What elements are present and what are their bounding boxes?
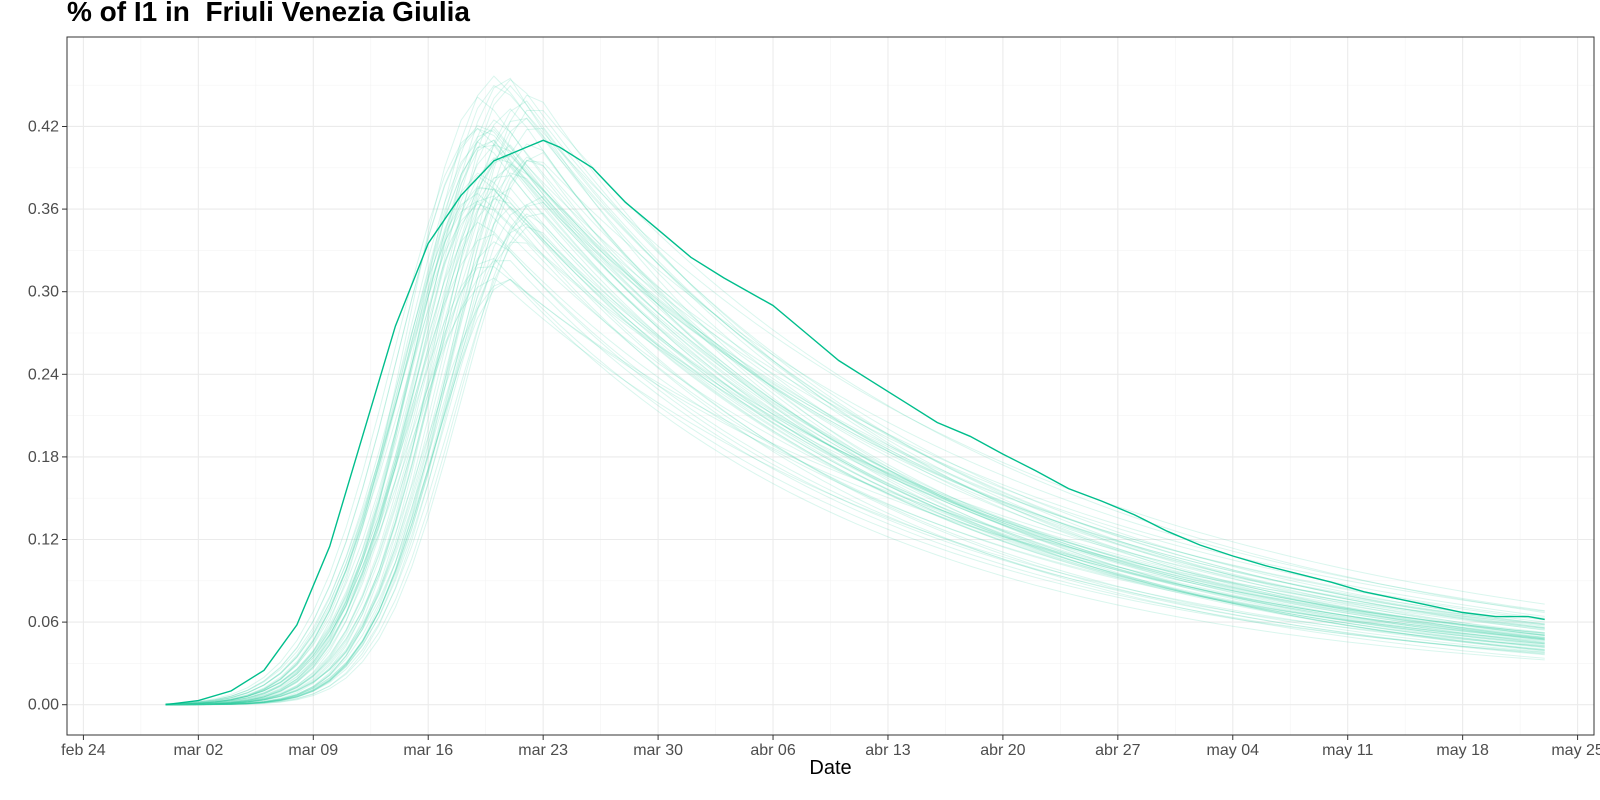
x-tick-label: abr 20 [980,742,1025,759]
simulation-line [165,277,1545,705]
plot-panel-border [66,36,1595,736]
x-tick-label: may 11 [1322,742,1373,759]
simulation-line [165,85,1545,706]
x-tick-label: abr 06 [750,742,795,759]
y-tick-label: 0.30 [28,284,59,301]
simulation-line [165,187,1545,706]
simulation-line [165,212,1545,706]
simulation-line [165,151,1545,706]
simulation-line [165,257,1545,705]
simulation-line [165,233,1545,705]
simulation-line [165,94,1545,706]
x-tick-label: may 18 [1436,742,1489,759]
simulation-line [165,195,1545,706]
x-tick-label: mar 09 [288,742,338,759]
x-tick-label: mar 30 [633,742,683,759]
simulation-line [165,127,1545,706]
chart-title: % of I1 in Friuli Venezia Giulia [67,0,470,27]
simulation-line [165,175,1545,705]
simulation-line [165,109,1545,706]
x-tick-label: abr 27 [1095,742,1140,759]
simulation-line [165,77,1545,706]
y-tick-label: 0.42 [28,118,59,135]
y-tick-label: 0.12 [28,532,59,549]
simulation-line [165,198,1545,705]
simulation-line [165,201,1545,706]
simulation-line [165,163,1545,706]
minor-gridlines [67,37,1594,735]
simulation-line [165,117,1545,706]
simulation-line [165,144,1545,705]
simulation-line [165,144,1545,705]
simulation-line [165,139,1545,705]
simulation-line [165,127,1545,705]
x-axis: feb 24 mar 02 mar 09 mar 16 mar 23 mar 30 abr … [61,735,1600,759]
simulation-line [165,213,1545,706]
simulation-line [165,141,1545,705]
simulation-line [165,108,1545,706]
x-tick-label: may 04 [1207,742,1260,759]
simulation-line [165,187,1545,706]
simulation-line [165,278,1545,706]
simulation-line [165,160,1545,706]
simulation-line [165,156,1545,706]
simulation-line [165,222,1545,706]
simulation-line [165,117,1545,705]
simulation-line [165,85,1545,706]
simulation-line [165,127,1545,705]
simulation-line [165,278,1545,706]
x-tick-label: mar 02 [173,742,223,759]
simulation-line [165,143,1545,706]
y-tick-label: 0.00 [28,697,59,714]
simulation-line [165,139,1545,705]
simulation-line [165,260,1545,705]
y-tick-label: 0.06 [28,614,59,631]
simulation-line [165,124,1545,705]
simulation-line [165,203,1545,705]
simulation-line [165,159,1545,706]
x-axis-title: Date [809,757,851,779]
simulation-line [165,192,1545,705]
simulation-line [165,221,1545,706]
main-series-line [165,139,1545,706]
simulation-line [165,128,1545,705]
y-tick-label: 0.18 [28,449,59,466]
major-gridlines [67,37,1594,735]
simulation-line [165,119,1545,706]
x-tick-label: feb 24 [61,742,106,759]
simulation-line [165,126,1545,706]
simulation-line [165,204,1545,706]
simulation-line [165,206,1545,706]
simulation-line [165,144,1545,706]
x-tick-label: mar 23 [518,742,568,759]
simulation-line [165,241,1545,706]
simulation-line [165,153,1545,705]
x-tick-label: abr 13 [865,742,910,759]
simulation-lines [165,75,1545,706]
simulation-line [165,195,1545,705]
x-tick-label: may 25 [1551,742,1600,759]
y-axis: 0.00 0.06 0.12 0.18 0.24 0.30 0.36 0.42 [28,118,67,714]
main-series [165,139,1545,706]
simulation-line [165,266,1545,706]
simulation-line [165,78,1545,705]
simulation-line [165,165,1545,706]
y-tick-label: 0.36 [28,201,59,218]
simulation-line [165,100,1545,706]
y-tick-label: 0.24 [28,366,59,383]
simulation-line [165,200,1545,705]
x-tick-label: mar 16 [403,742,453,759]
simulation-line [165,75,1545,706]
simulation-line [165,172,1545,705]
simulation-line [165,226,1545,706]
simulation-line [165,187,1545,706]
simulation-line [165,241,1545,706]
simulation-line [165,186,1545,705]
simulation-line [165,96,1545,706]
simulation-line [165,172,1545,706]
simulation-line [165,174,1545,706]
simulation-line [165,157,1545,705]
